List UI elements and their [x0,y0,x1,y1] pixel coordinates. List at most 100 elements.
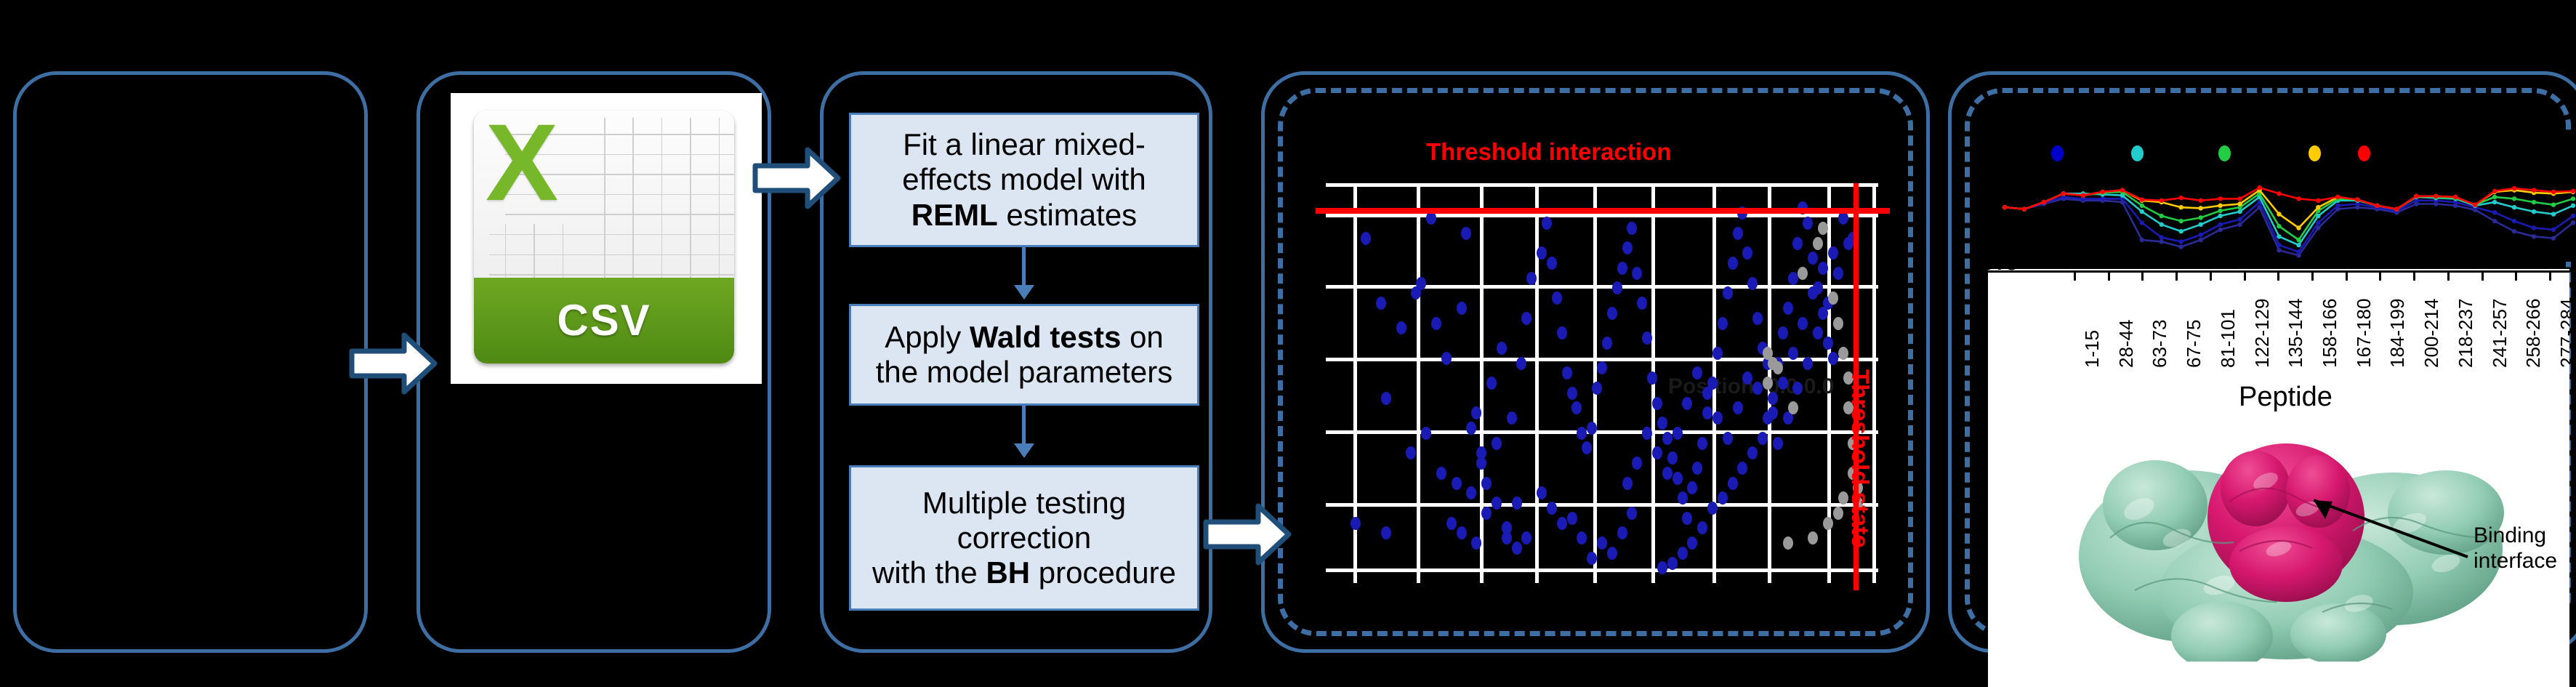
excel-x-letter: X [486,111,559,223]
scatter-point-significant [1351,516,1361,530]
peptide-series-marker [2237,209,2242,214]
peptide-series-line [2004,186,2574,210]
scatter-point-significant [1396,321,1406,335]
peptide-series-marker [2492,194,2497,200]
peptide-series-marker [2257,185,2262,190]
peptide-tick-label: 135-144 [2285,298,2307,368]
legend-dot-2 [2131,145,2144,161]
peptide-series-marker [2375,203,2380,208]
scatter-point-significant [1426,212,1437,225]
step-wald-bold: Wald tests [969,319,1122,354]
scatter-point-significant [1667,556,1678,570]
step-model-line2: effects model with [902,162,1146,197]
peptide-series-marker [2120,193,2125,198]
peptide-series-marker [2218,203,2223,208]
peptide-axis-title: Peptide [2239,382,2333,412]
scatter-point-significant [1758,431,1768,445]
scatter-point-significant [1632,457,1643,470]
connector-wald-to-correction [1022,406,1026,449]
peptide-series-marker [2473,202,2478,207]
scatter-point-nonsignificant [1818,221,1828,235]
peptide-tick [2141,270,2144,281]
scatter-point-significant [1782,301,1793,315]
peptide-series-marker [2414,193,2419,199]
scatter-point-significant [1411,286,1422,300]
scatter-point-significant [1516,356,1527,370]
scatter-point-significant [1571,401,1582,415]
scatter-point-nonsignificant [1763,377,1773,390]
step-correction-bold: BH [986,555,1031,590]
scatter-point-nonsignificant [1832,506,1843,520]
step-wald-box[interactable]: Apply Wald tests on the model parameters [849,304,1199,406]
peptide-series-marker [2100,189,2105,195]
peptide-series-marker [2277,212,2282,217]
scatter-point-significant [1606,546,1617,560]
threshold-interaction-label: Threshold interaction [1426,138,1672,165]
peptide-series-marker [2531,234,2537,239]
scatter-point-significant [1597,537,1607,550]
scatter-point-nonsignificant [1838,346,1848,360]
scatter-point-significant [1682,396,1693,410]
scatter-point-nonsignificant [1782,537,1793,550]
peptide-series-marker [2218,196,2223,201]
step-model-box[interactable]: Fit a linear mixed- effects model with R… [849,113,1199,247]
scatter-point-significant [1782,411,1793,425]
scatter-point-significant [1712,346,1723,360]
peptide-tick-label: 1-15 [2081,329,2103,368]
scatter-point-significant [1707,377,1718,390]
scatter-point-significant [1561,366,1572,380]
scatter-point-significant [1587,421,1598,435]
scatter-point-significant [1421,426,1432,440]
peptide-series-marker [2021,206,2027,212]
peptide-series-marker [2296,196,2301,201]
scatter-point-nonsignificant [1843,371,1853,385]
peptide-tick [2074,270,2076,281]
peptide-series-marker [2178,229,2183,234]
scatter-point-significant [1798,316,1808,330]
legend-dot-1 [2051,145,2064,161]
scatter-point-significant [1577,531,1587,545]
scatter-point-significant [1677,491,1688,505]
scatter-point-nonsignificant [1822,516,1833,530]
scatter-point-significant [1551,292,1562,305]
peptide-series-marker [2080,193,2086,198]
csv-file-icon: X CSV [474,111,734,363]
peptide-tick-label: 158-166 [2319,298,2340,368]
peptide-series-marker [2434,193,2439,199]
scatter-point-nonsignificant [1843,401,1853,415]
scatter-point-significant [1466,421,1477,435]
scatter-point-significant [1496,341,1507,355]
scatter-point-significant [1511,497,1522,510]
arrow-to-results [1203,502,1292,567]
binding-interface-pointer [2313,499,2468,558]
scatter-point-significant [1476,446,1487,460]
peptide-series-marker [2120,188,2125,193]
peptide-series-marker [2551,227,2556,233]
scatter-point-significant [1747,446,1758,460]
peptide-tick-label: 81-101 [2216,309,2239,368]
peptide-series-marker [2159,239,2164,244]
scatter-point-significant [1712,411,1723,425]
peptide-series-marker [2237,205,2242,210]
scatter-point-significant [1662,431,1673,445]
binding-interface-line1: Binding [2474,523,2547,547]
step-correction-box[interactable]: Multiple testing correction with the BH … [849,465,1199,611]
scatter-point-significant [1511,541,1522,555]
peptide-series-marker [2414,201,2419,206]
peptide-series-marker [2570,196,2576,201]
peptide-tick-labels: 1-15 28-44 63-73 67-75 81-101 122-129 135-144 1… [1988,282,2569,369]
peptide-tick [2311,270,2314,281]
scatter-point-significant [1772,436,1783,450]
scatter-point-significant [1601,337,1612,350]
scatter-point-significant [1642,426,1653,440]
peptide-series-marker [2511,186,2517,191]
scatter-point-significant [1456,301,1467,315]
scatter-point-nonsignificant [1798,266,1808,280]
scatter-point-significant [1657,417,1667,430]
connector-arrowhead-2 [1014,443,1034,458]
peptide-tick [2413,270,2416,281]
scatter-plot: Threshold interaction Position: 0.0 0.0 … [1301,116,1890,611]
scatter-point-significant [1832,266,1843,280]
peptide-series-marker [2355,197,2360,202]
peptide-series-marker [2178,196,2183,201]
